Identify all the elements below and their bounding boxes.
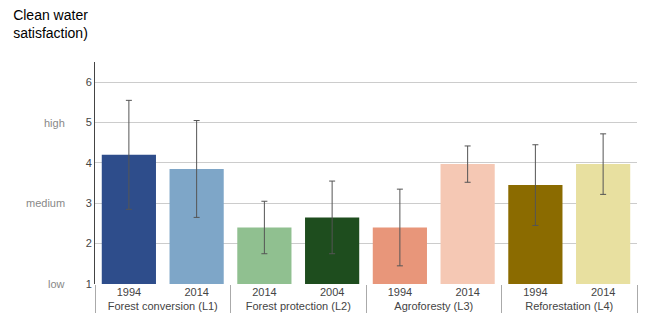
svg-text:1994: 1994 xyxy=(117,286,141,298)
svg-text:2004: 2004 xyxy=(320,286,344,298)
svg-text:6: 6 xyxy=(86,76,92,88)
svg-text:medium: medium xyxy=(26,197,65,209)
svg-text:2014: 2014 xyxy=(591,286,615,298)
svg-text:4: 4 xyxy=(86,157,92,169)
svg-text:2014: 2014 xyxy=(252,286,276,298)
svg-text:Forest protection (L2): Forest protection (L2) xyxy=(246,300,351,312)
svg-text:1: 1 xyxy=(86,278,92,290)
svg-text:5: 5 xyxy=(86,116,92,128)
svg-text:low: low xyxy=(48,278,65,290)
svg-text:2014: 2014 xyxy=(455,286,479,298)
svg-text:Forest conversion (L1): Forest conversion (L1) xyxy=(108,300,218,312)
svg-text:1994: 1994 xyxy=(523,286,547,298)
svg-text:Agroforesty (L3): Agroforesty (L3) xyxy=(394,300,473,312)
svg-text:2014: 2014 xyxy=(184,286,208,298)
svg-text:3: 3 xyxy=(86,197,92,209)
svg-text:Clean watersatisfaction): Clean watersatisfaction) xyxy=(13,7,88,41)
svg-text:1994: 1994 xyxy=(388,286,412,298)
svg-text:2: 2 xyxy=(86,237,92,249)
svg-text:high: high xyxy=(44,117,65,129)
svg-text:Reforestation (L4): Reforestation (L4) xyxy=(525,300,613,312)
